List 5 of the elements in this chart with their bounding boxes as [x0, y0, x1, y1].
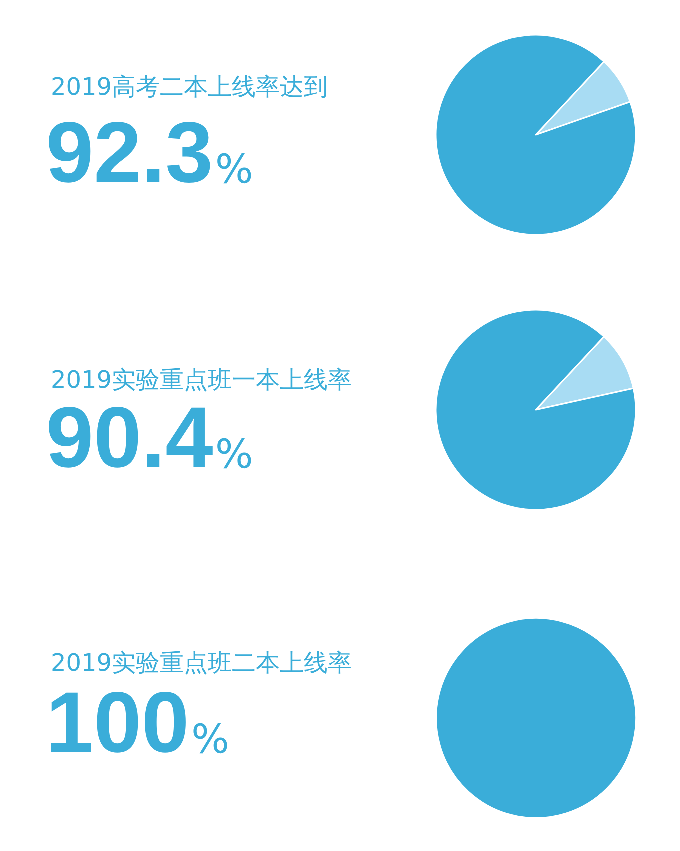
text: 2019高考二本上线率达到 [51, 73, 328, 101]
data-label: 92.3% [46, 105, 254, 201]
text: 2019实验重点班一本上线率 [51, 366, 352, 394]
data-label: 100% [46, 675, 230, 771]
text: 2019实验重点班二本上线率 [51, 649, 352, 677]
